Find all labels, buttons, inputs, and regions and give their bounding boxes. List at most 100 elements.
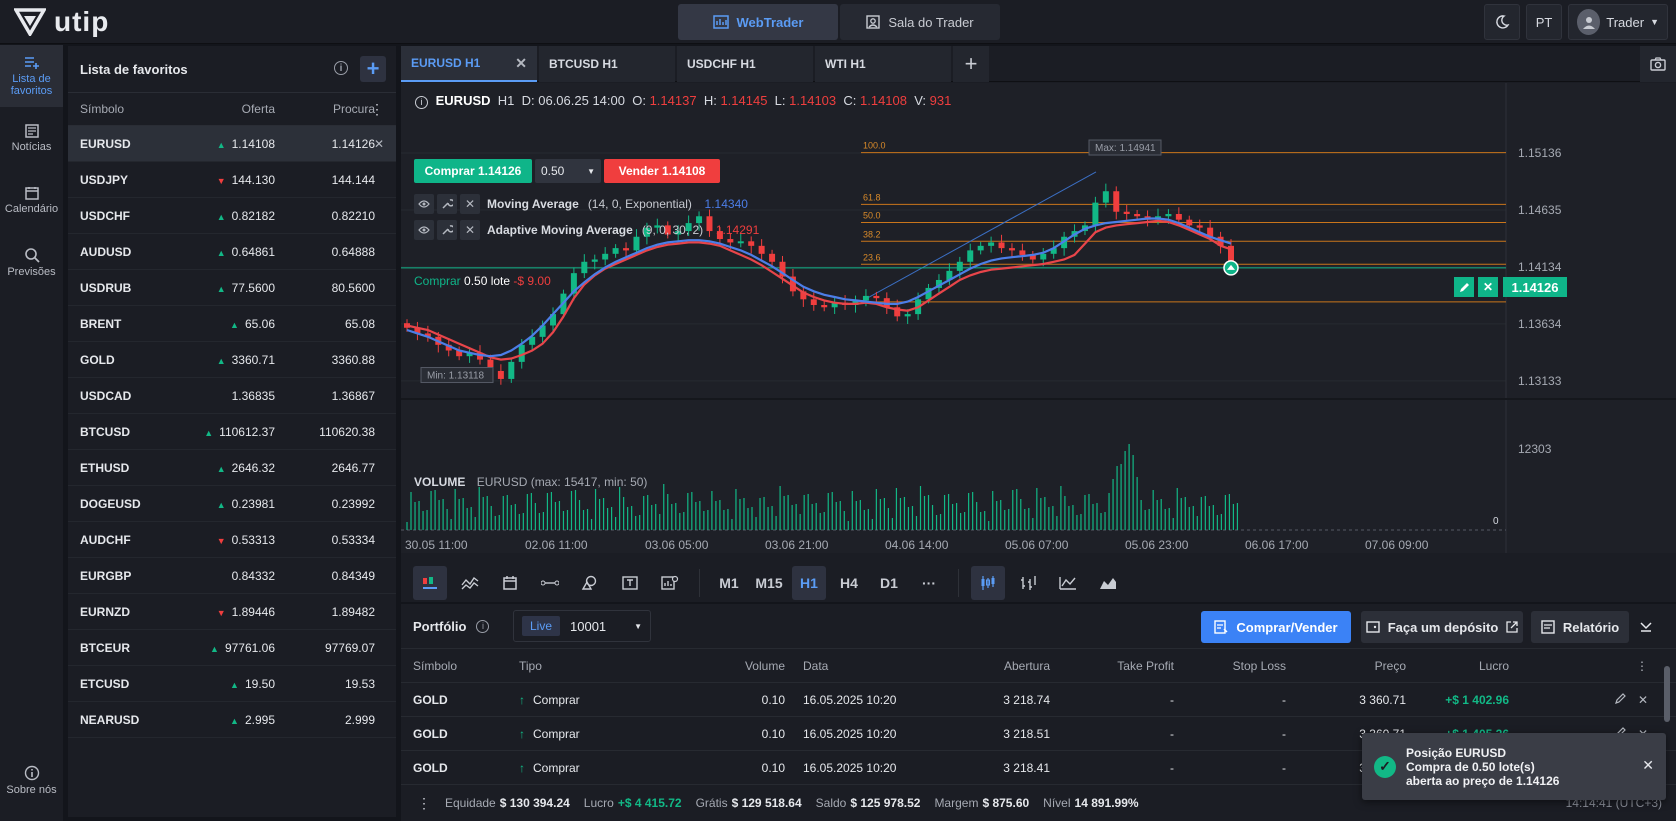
close-icon[interactable]: ✕ [1637, 692, 1648, 707]
favorite-row-eurusd[interactable]: EURUSD ▲ 1.14108 1.14126 ✕ [68, 126, 396, 162]
remove-icon[interactable]: ✕ [373, 136, 384, 151]
arrow-up-icon: ▲ [216, 211, 226, 222]
edit-icon[interactable] [1615, 692, 1626, 707]
report-button[interactable]: Relatório [1531, 611, 1629, 643]
close-icon[interactable]: ✕ [1642, 757, 1654, 773]
events-tool[interactable] [493, 566, 527, 600]
position-line-label[interactable]: Comprar 0.50 lote -$ 9.00 [414, 274, 551, 288]
edit-position-button[interactable] [1454, 277, 1474, 297]
indicators-tool[interactable] [413, 566, 447, 600]
column-header[interactable]: Tipo [519, 658, 542, 673]
lot-size-select[interactable]: 0.50 ▼ [535, 159, 601, 183]
chart-type-candles[interactable] [971, 566, 1005, 600]
column-header[interactable]: Stop Loss [1232, 658, 1286, 673]
favorite-row-usdchf[interactable]: USDCHF ▲ 0.82182 0.82210 [68, 198, 396, 234]
info-icon[interactable]: i [415, 96, 428, 109]
close-icon[interactable]: ✕ [515, 54, 527, 71]
nav-about[interactable]: Sobre nós [0, 749, 63, 811]
screenshot-button[interactable] [1640, 46, 1676, 82]
wrench-icon[interactable] [437, 194, 457, 214]
nav-calendar[interactable]: Calendário [0, 169, 63, 231]
favorite-row-btceur[interactable]: BTCEUR ▲ 97761.06 97769.07 [68, 630, 396, 666]
pane-separator [401, 398, 1676, 400]
nav-news[interactable]: Notícias [0, 107, 63, 169]
chart-tab-usdchf[interactable]: USDCHF H1 [677, 46, 813, 82]
info-icon[interactable]: i [476, 619, 490, 633]
tab-webtrader[interactable]: WebTrader [678, 4, 838, 40]
add-symbol-button[interactable]: + [360, 56, 386, 82]
trendline-tool[interactable] [533, 566, 567, 600]
chart-plot[interactable]: 100.0 61.8 50.0 38.2 23.6 Max: 1.14941 Min: 1.… [401, 83, 1676, 553]
theme-toggle-button[interactable] [1484, 4, 1520, 40]
eye-icon[interactable] [414, 220, 434, 240]
candle-body [633, 236, 640, 251]
account-select[interactable]: Live 10001 ▼ [513, 610, 651, 642]
chart-type-line[interactable] [1051, 566, 1085, 600]
column-header[interactable]: Volume [744, 658, 785, 673]
column-header[interactable]: Preço [1374, 658, 1406, 673]
shapes-tool[interactable] [573, 566, 607, 600]
column-header[interactable]: Data [803, 658, 829, 673]
column-header[interactable]: Take Profit [1117, 658, 1174, 673]
language-button[interactable]: PT [1526, 4, 1562, 40]
chart-tab-eurusd[interactable]: EURUSD H1 ✕ [401, 46, 537, 82]
column-header[interactable]: Símbolo [413, 658, 458, 673]
avatar [1577, 9, 1601, 35]
column-header[interactable]: Abertura [1003, 658, 1050, 673]
timeframe-h1[interactable]: H1 [792, 566, 826, 600]
timeframe-h4[interactable]: H4 [840, 575, 858, 591]
chart-type-bars[interactable] [1011, 566, 1045, 600]
sell-button[interactable]: Vender 1.14108 [604, 159, 720, 183]
close-position-button[interactable]: ✕ [1478, 277, 1498, 297]
remove-icon[interactable]: ✕ [460, 220, 480, 240]
favorite-row-usdjpy[interactable]: USDJPY ▼ 144.130 144.144 [68, 162, 396, 198]
collapse-icon[interactable] [1639, 618, 1653, 635]
deposit-button[interactable]: Faça um depósito [1361, 611, 1523, 643]
favorite-row-usdrub[interactable]: USDRUB ▲ 77.5600 80.5600 [68, 270, 396, 306]
more-vertical-icon[interactable]: ⋮ [417, 794, 431, 811]
user-menu-button[interactable]: Trader ▼ [1568, 4, 1668, 40]
nav-favorites[interactable]: Lista de favoritos [0, 45, 63, 107]
favorite-row-dogeusd[interactable]: DOGEUSD ▲ 0.23981 0.23992 [68, 486, 396, 522]
info-icon[interactable]: i [334, 61, 348, 75]
chart-settings-tool[interactable] [653, 566, 687, 600]
more-vertical-icon[interactable]: ⋮ [370, 100, 384, 117]
position-row[interactable]: GOLD ↑ Comprar 0.10 16.05.2025 10:20 3 218.74… [401, 682, 1676, 716]
remove-icon[interactable]: ✕ [460, 194, 480, 214]
column-header[interactable]: Lucro [1478, 658, 1509, 673]
favorite-row-etcusd[interactable]: ETCUSD ▲ 19.50 19.53 [68, 666, 396, 702]
timeframe-d1[interactable]: D1 [880, 575, 898, 591]
favorite-row-usdcad[interactable]: USDCAD 1.36835 1.36867 [68, 378, 396, 414]
favorite-row-eurgbp[interactable]: EURGBP 0.84332 0.84349 [68, 558, 396, 594]
symbol-name: BTCUSD [80, 424, 130, 439]
chart-type-area[interactable] [1091, 566, 1125, 600]
oscillators-tool[interactable] [453, 566, 487, 600]
candle-body [675, 231, 682, 235]
buy-sell-button[interactable]: Comprar/Vender [1201, 611, 1351, 643]
favorite-row-btcusd[interactable]: BTCUSD ▲ 110612.37 110620.38 [68, 414, 396, 450]
logo[interactable]: utip [14, 6, 109, 38]
table-scrollbar[interactable] [1664, 666, 1670, 722]
buy-button[interactable]: Comprar 1.14126 [414, 159, 532, 183]
more-vertical-icon[interactable]: ⋮ [1636, 658, 1648, 673]
favorite-row-nearusd[interactable]: NEARUSD ▲ 2.995 2.999 [68, 702, 396, 738]
chart-tab-btcusd[interactable]: BTCUSD H1 [539, 46, 675, 82]
more-timeframes-button[interactable]: ··· [922, 575, 936, 591]
eye-icon[interactable] [414, 194, 434, 214]
tab-sala-do-trader[interactable]: Sala do Trader [840, 4, 1000, 40]
favorite-row-audusd[interactable]: AUDUSD ▲ 0.64861 0.64888 [68, 234, 396, 270]
favorite-row-brent[interactable]: BRENT ▲ 65.06 65.08 [68, 306, 396, 342]
wrench-icon[interactable] [437, 220, 457, 240]
add-chart-tab-button[interactable]: + [953, 46, 989, 82]
chart-tab-wti[interactable]: WTI H1 [815, 46, 951, 82]
text-tool[interactable] [613, 566, 647, 600]
timeframe-m1[interactable]: M1 [719, 575, 739, 591]
favorite-row-audchf[interactable]: AUDCHF ▼ 0.53313 0.53334 [68, 522, 396, 558]
timeframe-m15[interactable]: M15 [755, 575, 783, 591]
cell-type: ↑ Comprar [519, 760, 580, 775]
nav-forecasts[interactable]: Previsões [0, 231, 63, 293]
favorite-row-gold[interactable]: GOLD ▲ 3360.71 3360.88 [68, 342, 396, 378]
favorite-row-ethusd[interactable]: ETHUSD ▲ 2646.32 2646.77 [68, 450, 396, 486]
favorite-row-eurnzd[interactable]: EURNZD ▼ 1.89446 1.89482 [68, 594, 396, 630]
chart-canvas[interactable]: 100.0 61.8 50.0 38.2 23.6 Max: 1.14941 Min: 1.… [401, 83, 1676, 553]
